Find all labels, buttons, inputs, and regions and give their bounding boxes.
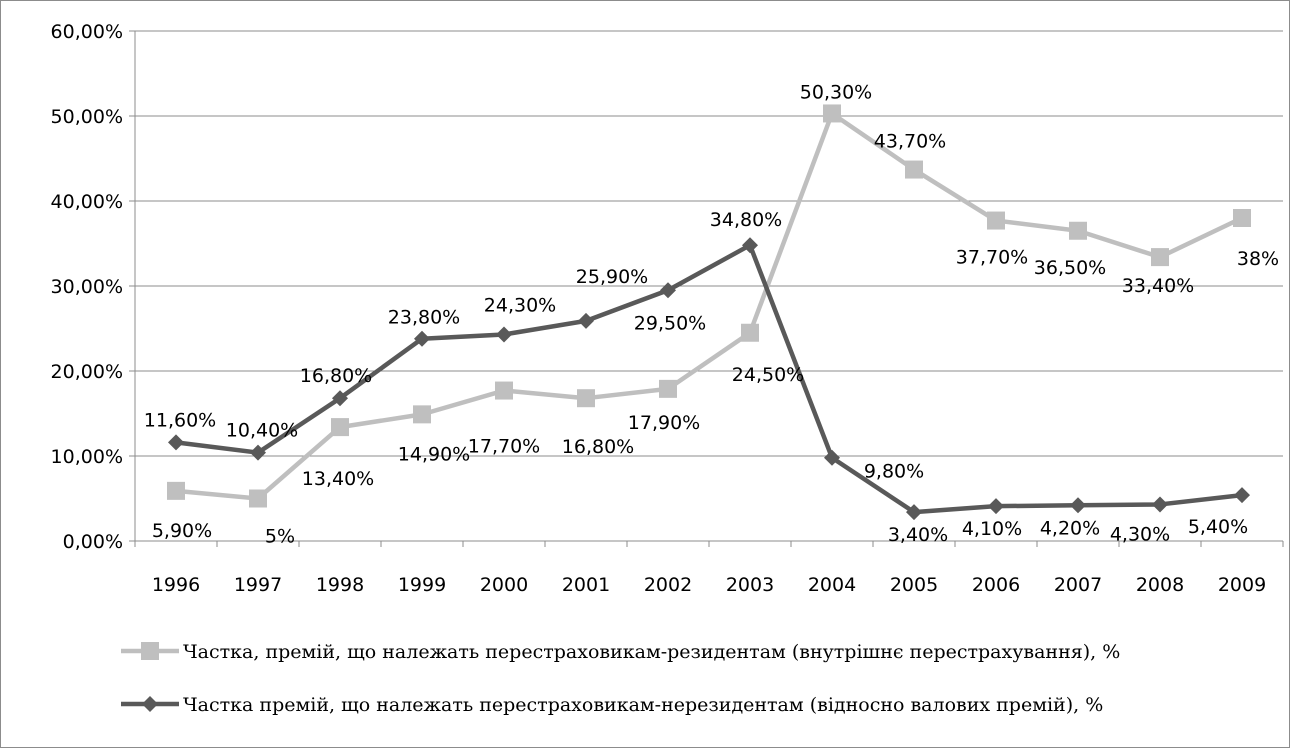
series-line-nonresidents — [175, 242, 1243, 515]
data-point-residents — [659, 379, 677, 398]
x-tick-label: 2006 — [972, 574, 1020, 596]
data-label-nonresidents: 29,50% — [634, 312, 706, 334]
data-label-nonresidents: 23,80% — [388, 307, 460, 329]
data-label-nonresidents: 4,10% — [962, 518, 1022, 540]
data-point-residents — [1151, 248, 1169, 267]
gridlines — [135, 30, 1283, 457]
legend-label-nonresidents: Частка премій, що належать перестраховик… — [183, 694, 1103, 716]
series-line-residents — [175, 111, 1243, 501]
data-label-nonresidents: 4,30% — [1110, 523, 1170, 545]
y-tick-label: 40,00% — [51, 191, 123, 213]
x-tick-label: 2004 — [808, 574, 856, 596]
legend-label-residents: Частка, премій, що належать перестрахови… — [183, 641, 1120, 663]
data-label-nonresidents: 4,20% — [1040, 517, 1100, 539]
data-point-residents — [905, 160, 923, 179]
x-tick-label: 1996 — [152, 574, 200, 596]
x-tick-label: 1998 — [316, 574, 364, 596]
data-label-residents: 13,40% — [302, 468, 374, 490]
x-tick-label: 1999 — [398, 574, 446, 596]
data-point-residents — [741, 323, 759, 342]
data-point-nonresidents — [988, 498, 1004, 515]
series-lines — [167, 104, 1251, 521]
data-label-nonresidents: 11,60% — [144, 409, 216, 431]
data-label-nonresidents: 9,80% — [864, 461, 924, 483]
data-label-nonresidents: 25,90% — [576, 266, 648, 288]
data-point-residents — [413, 405, 431, 424]
data-point-nonresidents — [742, 237, 758, 254]
x-tick-label: 1997 — [234, 574, 282, 596]
data-point-residents — [987, 211, 1005, 230]
x-tick-label: 2000 — [480, 574, 528, 596]
data-point-residents — [495, 381, 513, 400]
data-label-residents: 33,40% — [1122, 275, 1194, 297]
data-point-nonresidents — [1070, 497, 1086, 514]
data-label-nonresidents: 10,40% — [226, 420, 298, 442]
data-label-nonresidents: 34,80% — [710, 209, 782, 231]
data-point-residents — [1069, 221, 1087, 240]
data-label-residents: 24,50% — [732, 364, 804, 386]
y-tick-label: 0,00% — [63, 531, 123, 553]
data-point-nonresidents — [660, 282, 676, 299]
data-label-residents: 37,70% — [956, 247, 1028, 269]
data-label-nonresidents: 16,80% — [300, 365, 372, 387]
data-labels: 5,90% 5%13,40%14,90%17,70% 16,80%17,90%24,… — [144, 81, 1279, 547]
legend-marker-residents — [141, 642, 159, 660]
data-label-residents: 14,90% — [398, 443, 470, 465]
data-point-nonresidents — [496, 326, 512, 343]
x-tick-label: 2002 — [644, 574, 692, 596]
data-point-residents — [249, 489, 267, 508]
x-tick-label: 2001 — [562, 574, 610, 596]
data-point-nonresidents — [1152, 496, 1168, 513]
data-label-residents: 5% — [265, 526, 295, 548]
data-label-residents: 5,90% — [152, 520, 212, 542]
data-label-residents: 16,80% — [562, 436, 634, 458]
x-tick-label: 2009 — [1218, 574, 1266, 596]
x-tick-label: 2007 — [1054, 574, 1102, 596]
data-label-residents: 38% — [1237, 248, 1279, 270]
y-tick-label: 10,00% — [51, 446, 123, 468]
data-point-nonresidents — [332, 390, 348, 407]
x-tick-label: 2008 — [1136, 574, 1184, 596]
x-tick-label: 2003 — [726, 574, 774, 596]
data-point-nonresidents — [578, 312, 594, 329]
data-point-residents — [577, 389, 595, 408]
data-point-nonresidents — [824, 449, 840, 466]
data-label-residents: 36,50% — [1034, 257, 1106, 279]
data-label-nonresidents: 3,40% — [888, 524, 948, 546]
data-point-nonresidents — [168, 434, 184, 451]
legend-marker-nonresidents — [142, 696, 158, 712]
y-tick-label: 30,00% — [51, 276, 123, 298]
data-point-residents — [331, 418, 349, 437]
data-label-residents: 50,30% — [800, 81, 872, 103]
data-point-residents — [167, 481, 185, 500]
data-label-nonresidents: 24,30% — [484, 294, 556, 316]
data-point-nonresidents — [414, 330, 430, 347]
x-tick-label: 2005 — [890, 574, 938, 596]
y-tick-label: 50,00% — [51, 106, 123, 128]
data-point-nonresidents — [1234, 487, 1250, 504]
legend: Частка, премій, що належать перестрахови… — [121, 641, 1120, 716]
y-tick-label: 20,00% — [51, 361, 123, 383]
axes: 0,00% 10,00% 20,00% 30,00% 40,00% 50,00% 60,00… — [51, 21, 1284, 596]
data-label-residents: 43,70% — [874, 131, 946, 153]
data-point-nonresidents — [906, 504, 922, 521]
data-point-residents — [823, 104, 841, 123]
data-label-residents: 17,90% — [628, 412, 700, 434]
data-point-residents — [1233, 209, 1251, 227]
y-tick-label: 60,00% — [51, 21, 123, 43]
data-label-residents: 17,70% — [468, 436, 540, 458]
data-point-nonresidents — [250, 444, 266, 461]
data-label-nonresidents: 5,40% — [1188, 516, 1248, 538]
